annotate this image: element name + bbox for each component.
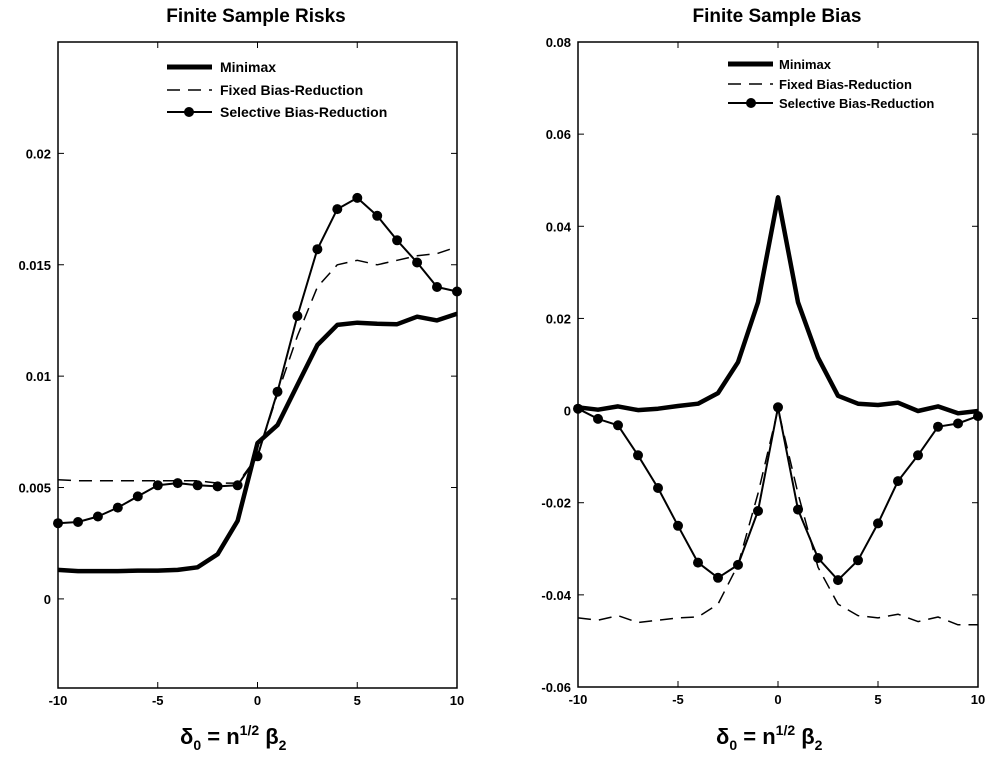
data-point — [92, 511, 103, 522]
data-point — [833, 575, 843, 586]
plot-frame — [577, 41, 979, 688]
data-point — [633, 450, 643, 461]
data-point — [573, 403, 583, 414]
y-tick-label: 0.02 — [26, 146, 51, 161]
series-group — [573, 195, 983, 626]
data-point — [452, 286, 462, 297]
axis-ticks: -10 -5 0 5 10 -0.06 -0.04 -0.02 0 0.02 0.04 0.06 0.0… — [541, 35, 985, 707]
x-tick-label: -5 — [152, 693, 164, 708]
data-point — [693, 557, 703, 568]
x-tick-label: -10 — [49, 693, 68, 708]
data-point — [73, 517, 83, 527]
data-point — [252, 451, 263, 462]
data-point — [212, 481, 223, 492]
x-tick-label: 0 — [774, 692, 781, 707]
data-point — [973, 411, 983, 422]
y-tick-label: -0.06 — [541, 680, 571, 695]
chart-bias: Finite Sample Bias -10 -5 0 5 10 -0.06 -0.04 -0… — [541, 6, 985, 753]
data-point — [813, 553, 823, 563]
data-point — [853, 555, 863, 566]
x-axis-label: δ0 = n1/2 β2 — [180, 722, 287, 753]
data-point — [112, 502, 123, 513]
series-line-selective-bias-reduction — [57, 196, 458, 525]
plot-frame — [57, 41, 458, 689]
y-tick-label: -0.02 — [541, 496, 571, 511]
data-point — [432, 282, 442, 292]
legend-label-minimax: Minimax — [779, 57, 832, 72]
data-point — [913, 450, 923, 461]
series-line-fixed-bias-reduction — [577, 408, 978, 626]
legend-label-fixed: Fixed Bias-Reduction — [779, 77, 912, 92]
data-point — [733, 559, 743, 570]
data-point — [613, 420, 623, 431]
x-axis-label: δ0 = n1/2 β2 — [716, 722, 823, 753]
y-tick-label: 0.04 — [546, 219, 572, 234]
data-point — [172, 478, 183, 489]
legend-label-minimax: Minimax — [220, 59, 276, 75]
y-tick-label: 0 — [564, 404, 571, 419]
data-point — [272, 386, 283, 397]
series-group — [53, 192, 462, 574]
x-tick-label: 5 — [874, 692, 881, 707]
y-tick-label: 0.005 — [18, 481, 51, 496]
y-tick-label: 0.08 — [546, 35, 571, 50]
y-tick-label: 0.02 — [546, 311, 571, 326]
data-point — [412, 257, 423, 268]
data-point — [673, 520, 683, 531]
data-point — [312, 244, 323, 255]
series-line-selective-bias-reduction — [577, 406, 979, 582]
series-line-minimax — [577, 195, 979, 416]
data-point — [593, 413, 603, 424]
legend-label-selective: Selective Bias-Reduction — [220, 104, 387, 120]
legend-label-selective: Selective Bias-Reduction — [779, 96, 934, 111]
data-point — [653, 483, 663, 493]
x-tick-label: 10 — [971, 692, 985, 707]
legend-marker-selective — [184, 107, 194, 117]
legend: Minimax Fixed Bias-Reduction Selective B… — [728, 57, 934, 111]
data-point — [53, 518, 63, 529]
legend: Minimax Fixed Bias-Reduction Selective B… — [167, 59, 387, 120]
chart-title: Finite Sample Risks — [166, 6, 346, 27]
data-point — [873, 518, 883, 529]
data-point — [933, 421, 943, 432]
x-tick-label: -10 — [569, 692, 588, 707]
x-tick-label: 0 — [254, 693, 261, 708]
data-point — [352, 192, 363, 203]
data-point — [793, 504, 803, 515]
legend-label-fixed: Fixed Bias-Reduction — [220, 82, 363, 98]
x-tick-label: 5 — [354, 693, 361, 708]
chart-risks: Finite Sample Risks -10 -5 0 5 10 0 0.005 0.01 0… — [18, 6, 464, 753]
data-point — [753, 506, 763, 516]
data-point — [292, 311, 303, 321]
y-tick-label: 0.01 — [26, 369, 51, 384]
data-point — [953, 418, 963, 429]
data-point — [372, 210, 383, 221]
data-point — [713, 572, 723, 583]
data-point — [132, 491, 143, 502]
data-point — [152, 480, 163, 491]
data-point — [392, 235, 403, 246]
y-tick-label: -0.04 — [541, 588, 571, 603]
series-line-minimax — [57, 311, 458, 574]
y-tick-label: 0.015 — [18, 258, 51, 273]
x-tick-label: 10 — [450, 693, 464, 708]
data-point — [773, 402, 783, 413]
x-tick-label: -5 — [672, 692, 684, 707]
y-tick-label: 0.06 — [546, 127, 571, 142]
chart-title: Finite Sample Bias — [693, 6, 862, 27]
axis-ticks: -10 -5 0 5 10 0 0.005 0.01 0.015 0.02 — [18, 42, 464, 708]
data-point — [192, 480, 203, 491]
legend-marker-selective — [746, 98, 756, 108]
data-point — [232, 480, 243, 491]
data-point — [893, 476, 903, 487]
data-point — [332, 204, 343, 215]
y-tick-label: 0 — [44, 592, 51, 607]
